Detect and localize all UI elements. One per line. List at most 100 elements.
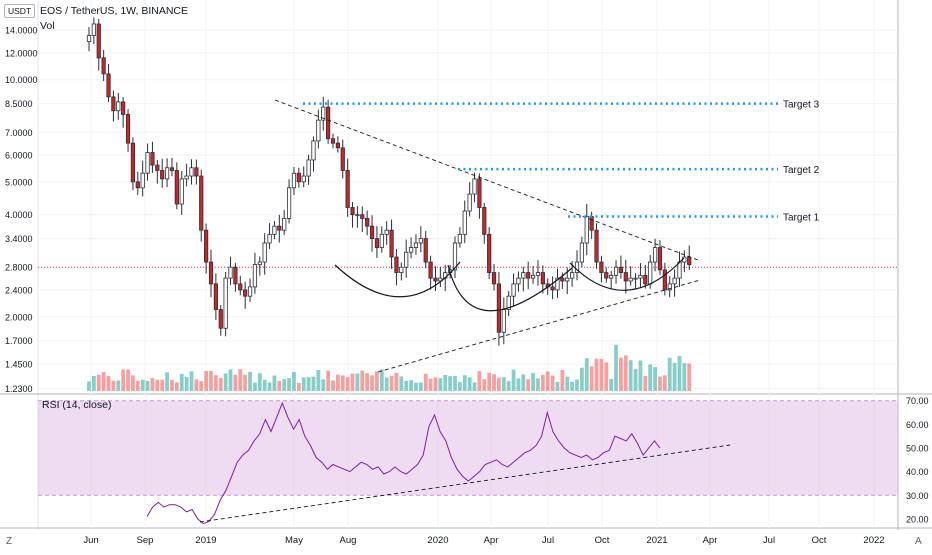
- time-tick-label: May: [285, 535, 303, 546]
- volume-bar: [638, 360, 643, 391]
- volume-bar: [614, 344, 618, 391]
- rsi-tick-label: 60.00: [906, 420, 929, 430]
- candle-body: [306, 159, 311, 177]
- auto-scale-button[interactable]: A: [915, 536, 922, 547]
- candle-body: [121, 101, 126, 115]
- time-tick-label: Oct: [812, 535, 827, 546]
- candle-body: [286, 187, 292, 219]
- price-tick-label: 12.0000: [5, 48, 38, 58]
- volume-bar: [423, 373, 428, 391]
- rsi-zone-fill: [38, 400, 898, 496]
- head-arc: [447, 264, 573, 312]
- volume-bar: [414, 382, 418, 391]
- candle-body: [140, 172, 145, 189]
- candle-body: [189, 167, 194, 177]
- candle-body: [91, 23, 96, 36]
- candle-body: [530, 274, 536, 279]
- volume-bar: [360, 370, 365, 391]
- time-tick-label: Apr: [703, 535, 718, 546]
- volume-bar: [145, 380, 150, 391]
- price-tick-label: 4.0000: [5, 210, 33, 220]
- volume-bar: [594, 358, 599, 391]
- candle-body: [174, 170, 179, 205]
- candle-body: [589, 216, 594, 231]
- candle-body: [169, 167, 175, 171]
- candle-body: [184, 175, 189, 180]
- candle-body: [574, 261, 580, 273]
- volume-bar: [521, 374, 526, 391]
- candle-body: [155, 164, 160, 171]
- candle-body: [584, 216, 589, 244]
- volume-bar: [579, 367, 584, 391]
- candle-body: [535, 272, 541, 276]
- volume-bar: [340, 375, 345, 391]
- volume-bar: [487, 372, 492, 391]
- volume-bar: [233, 374, 238, 391]
- volume-bar: [228, 369, 233, 391]
- volume-bar: [550, 375, 555, 391]
- candle-body: [257, 261, 262, 265]
- candle-body: [404, 251, 409, 268]
- candle-body: [199, 175, 204, 231]
- candle-body: [633, 277, 638, 280]
- candle-body: [604, 272, 609, 279]
- candle-body: [501, 309, 506, 333]
- price-tick-label: 1.7000: [5, 336, 33, 346]
- candle-body: [365, 218, 370, 227]
- volume-bar: [126, 369, 130, 391]
- volume-bar: [375, 371, 379, 391]
- volume-bar: [682, 363, 687, 391]
- volume-bar: [531, 373, 535, 391]
- volume-bar: [418, 382, 423, 391]
- candle-body: [433, 277, 438, 282]
- volume-bar: [633, 368, 638, 391]
- volume-bar: [160, 379, 165, 391]
- candle-body: [618, 266, 624, 273]
- price-tick-label: 6.0000: [5, 150, 33, 160]
- candle-body: [311, 140, 316, 161]
- timezone-button[interactable]: Z: [6, 536, 13, 547]
- time-tick-label: Jun: [83, 535, 98, 546]
- volume-bar: [296, 382, 301, 391]
- price-tick-label: 1.4500: [5, 360, 33, 370]
- volume-bar: [155, 379, 160, 391]
- candle-body: [452, 242, 458, 271]
- candle-body: [384, 229, 389, 235]
- volume-bar: [135, 380, 140, 391]
- price-tick-label: 2.8000: [5, 263, 33, 273]
- volume-label[interactable]: Vol: [40, 20, 55, 32]
- volume-bar: [526, 379, 531, 391]
- rsi-label[interactable]: RSI (14, close): [42, 399, 112, 411]
- candle-body: [423, 238, 428, 263]
- volume-bar: [599, 359, 604, 391]
- candle-body: [648, 261, 653, 285]
- volume-bar: [501, 377, 506, 391]
- symbol-title[interactable]: EOS / TetherUS, 1W, BINANCE: [40, 5, 189, 17]
- volume-bar: [287, 378, 291, 391]
- volume-bar: [511, 369, 516, 391]
- candle-body: [408, 247, 414, 253]
- volume-bar: [448, 376, 453, 391]
- candle-body: [330, 138, 336, 144]
- pattern-drawings: [274, 99, 701, 373]
- candle-body: [657, 247, 663, 271]
- candle-body: [540, 272, 545, 285]
- volume-bar: [379, 369, 384, 391]
- candle-body: [238, 283, 243, 291]
- candle-body: [555, 277, 560, 291]
- volume-bar: [277, 380, 282, 391]
- candle-body: [394, 256, 399, 273]
- currency-unit-badge[interactable]: USDT: [4, 4, 36, 18]
- candle-body: [125, 114, 131, 144]
- volume-bar: [389, 375, 394, 391]
- volume-bar: [106, 376, 111, 391]
- volume-bar: [140, 379, 145, 391]
- candle-body: [350, 207, 355, 216]
- volume-bar: [516, 378, 521, 391]
- candle-body: [360, 214, 365, 219]
- time-tick-label: Sep: [137, 535, 154, 546]
- candle-body: [418, 238, 423, 244]
- candle-body: [487, 233, 492, 273]
